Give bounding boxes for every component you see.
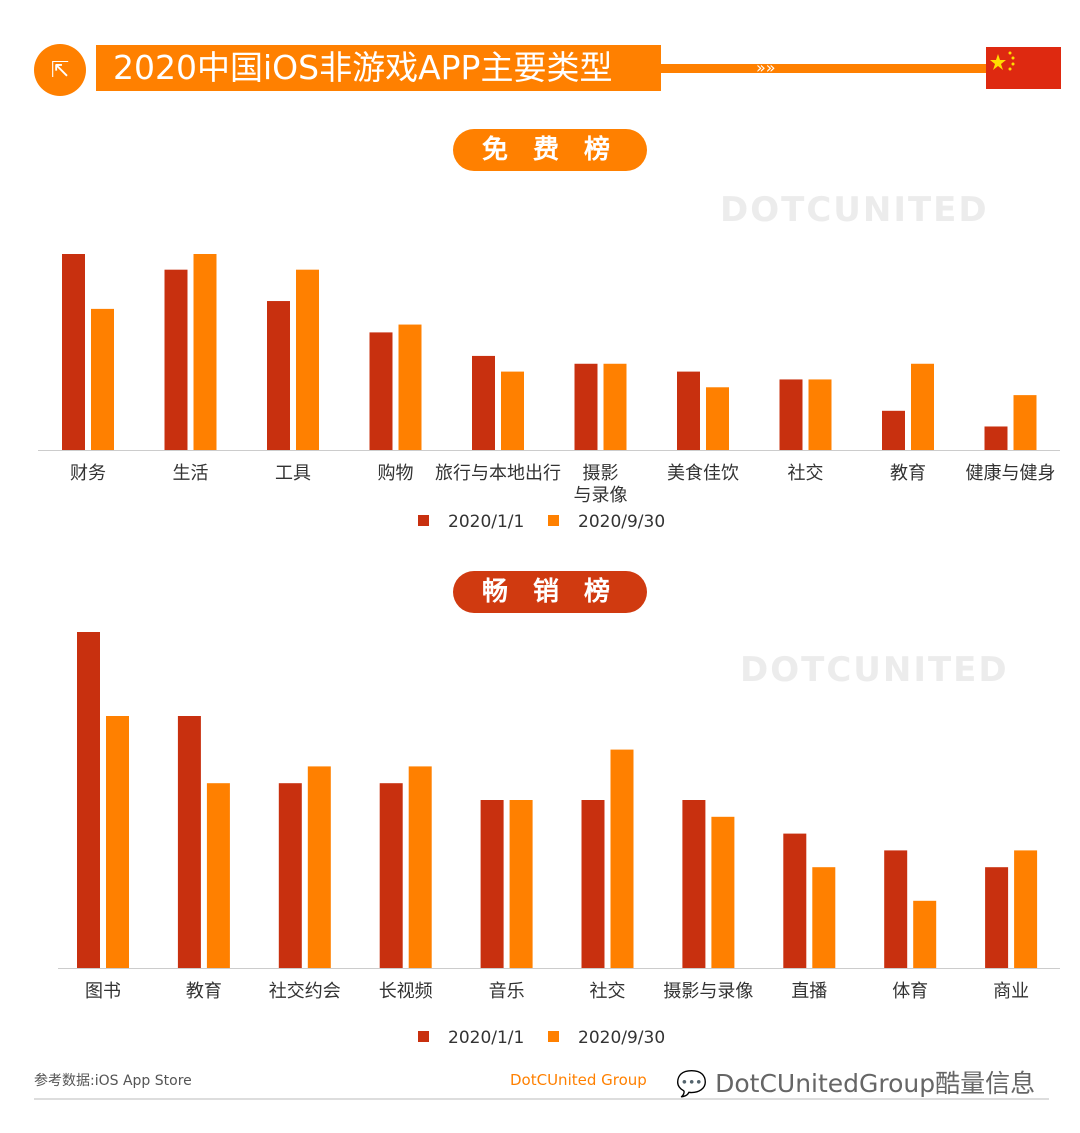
category-label: 社交: [788, 463, 824, 484]
legend-swatch: [548, 515, 559, 526]
wechat-icon: 💬: [676, 1069, 708, 1098]
legend-label: 2020/1/1: [448, 1028, 524, 1048]
title-divider: [660, 64, 990, 73]
bar-2020-09-30: [706, 387, 729, 450]
bar-2020-09-30: [913, 900, 937, 968]
category-label: 摄影: [583, 463, 619, 484]
category-label: 购物: [378, 463, 414, 484]
bar-2020-09-30: [1014, 850, 1038, 968]
bar-2020-01-01: [581, 800, 605, 968]
bar-2020-01-01: [164, 269, 188, 450]
category-label: 直播: [791, 981, 827, 1002]
bar-2020-01-01: [77, 632, 100, 968]
bar-2020-01-01: [783, 833, 807, 968]
bar-2020-01-01: [278, 783, 302, 968]
category-label: 长视频: [379, 981, 433, 1002]
bar-2020-09-30: [812, 867, 836, 968]
bar-2020-01-01: [574, 363, 598, 450]
china-flag: [986, 47, 1061, 89]
legend-label: 2020/1/1: [448, 512, 524, 532]
watermark: DOTCUNITED: [720, 190, 989, 230]
bar-2020-09-30: [408, 766, 432, 968]
legend-swatch: [418, 515, 429, 526]
bar-2020-09-30: [808, 379, 832, 450]
bar-2020-09-30: [193, 254, 217, 450]
bar-2020-09-30: [398, 324, 422, 450]
bar-2020-09-30: [296, 269, 319, 450]
brand-text: DotCUnitedGroup酷量信息: [715, 1069, 1036, 1098]
category-label: 摄影与录像: [663, 981, 753, 1002]
category-label: 商业: [993, 981, 1029, 1002]
bar-2020-01-01: [682, 800, 706, 968]
bar-2020-01-01: [267, 301, 290, 450]
bar-2020-09-30: [610, 749, 634, 968]
bar-2020-09-30: [911, 363, 934, 450]
bar-2020-01-01: [985, 867, 1009, 968]
bar-2020-01-01: [480, 800, 504, 968]
footer-divider: [34, 1098, 1049, 1100]
bar-2020-01-01: [369, 332, 393, 450]
chart-title-free: 免 费 榜: [453, 129, 647, 171]
bar-2020-09-30: [307, 766, 331, 968]
bar-2020-01-01: [884, 850, 908, 968]
legend-swatch: [418, 1031, 429, 1042]
category-label: 生活: [173, 463, 209, 484]
bar-2020-09-30: [106, 716, 129, 968]
bar-2020-09-30: [206, 783, 230, 968]
bar-2020-09-30: [1013, 395, 1037, 450]
bar-2020-01-01: [882, 410, 905, 450]
bar-2020-09-30: [501, 371, 524, 450]
bar-2020-01-01: [677, 371, 700, 450]
bar-2020-01-01: [62, 254, 85, 450]
category-label: 教育: [186, 981, 222, 1002]
legend-swatch: [548, 1031, 559, 1042]
category-label: 财务: [70, 463, 106, 484]
bar-2020-01-01: [472, 355, 495, 450]
category-label: 与录像: [574, 485, 628, 506]
watermark: DOTCUNITED: [740, 650, 1009, 690]
category-label: 美食佳饮: [667, 463, 739, 484]
category-label: 旅行与本地出行: [435, 463, 561, 484]
page-title: 2020中国iOS非游戏APP主要类型: [96, 45, 661, 91]
category-label: 教育: [890, 463, 926, 484]
chevrons-icon: »»: [756, 58, 776, 77]
category-label: 工具: [275, 463, 311, 484]
source-note: 参考数据:iOS App Store: [34, 1073, 192, 1089]
bar-2020-09-30: [509, 800, 533, 968]
share-icon: ⇱: [34, 44, 86, 96]
chart-title-paid: 畅 销 榜: [453, 571, 647, 613]
bar-2020-01-01: [984, 426, 1008, 450]
brand-overlay: DotCUnited Group: [510, 1071, 647, 1089]
category-label: 图书: [85, 981, 121, 1002]
category-label: 体育: [892, 981, 928, 1002]
category-label: 音乐: [489, 981, 525, 1002]
bar-2020-01-01: [177, 716, 201, 968]
bar-2020-09-30: [603, 363, 627, 450]
category-label: 社交约会: [269, 981, 341, 1002]
category-label: 社交: [590, 981, 626, 1002]
category-label: 健康与健身: [966, 463, 1056, 484]
brand-watermark: 💬 DotCUnitedGroup酷量信息: [676, 1064, 1035, 1100]
bar-2020-01-01: [379, 783, 403, 968]
bar-2020-09-30: [91, 308, 114, 450]
bar-2020-09-30: [711, 816, 735, 968]
legend-label: 2020/9/30: [578, 512, 665, 532]
bar-2020-01-01: [779, 379, 803, 450]
legend-label: 2020/9/30: [578, 1028, 665, 1048]
